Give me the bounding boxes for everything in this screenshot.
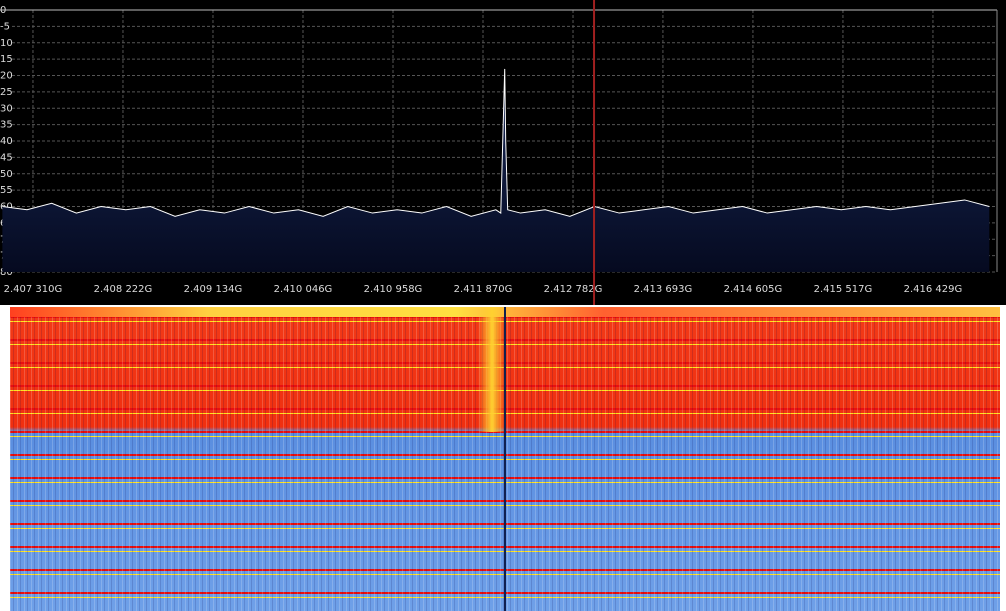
spectrum-panel: 0-51015202530354045505560657075802.407 3… (0, 0, 1006, 305)
y-tick-label: 10 (0, 38, 13, 49)
y-tick-label: 25 (0, 87, 13, 98)
x-tick-label: 2.408 222G (94, 284, 153, 295)
y-tick-label: -5 (0, 21, 10, 32)
x-tick-label: 2.407 310G (4, 284, 63, 295)
x-tick-label: 2.411 870G (454, 284, 513, 295)
x-tick-label: 2.416 429G (904, 284, 963, 295)
y-tick-label: 80 (0, 267, 13, 278)
x-tick-label: 2.410 046G (274, 284, 333, 295)
spectrum-trace (2, 68, 990, 217)
y-tick-label: 45 (0, 152, 13, 163)
x-tick-label: 2.413 693G (634, 284, 693, 295)
y-tick-label: 20 (0, 71, 13, 82)
y-tick-label: 40 (0, 136, 13, 147)
y-tick-label: 35 (0, 120, 13, 131)
x-tick-label: 2.409 134G (184, 284, 243, 295)
waterfall (10, 307, 1000, 611)
y-tick-label: 50 (0, 169, 13, 180)
x-tick-label: 2.414 605G (724, 284, 783, 295)
y-tick-label: 55 (0, 185, 13, 196)
spectrum-area (2, 68, 990, 272)
signal-line (504, 307, 506, 611)
y-tick-label: 15 (0, 54, 13, 65)
x-tick-label: 2.410 958G (364, 284, 423, 295)
signal-trace (478, 307, 506, 432)
x-tick-label: 2.415 517G (814, 284, 873, 295)
x-tick-label: 2.412 782G (544, 284, 603, 295)
y-tick-label: 30 (0, 103, 13, 114)
